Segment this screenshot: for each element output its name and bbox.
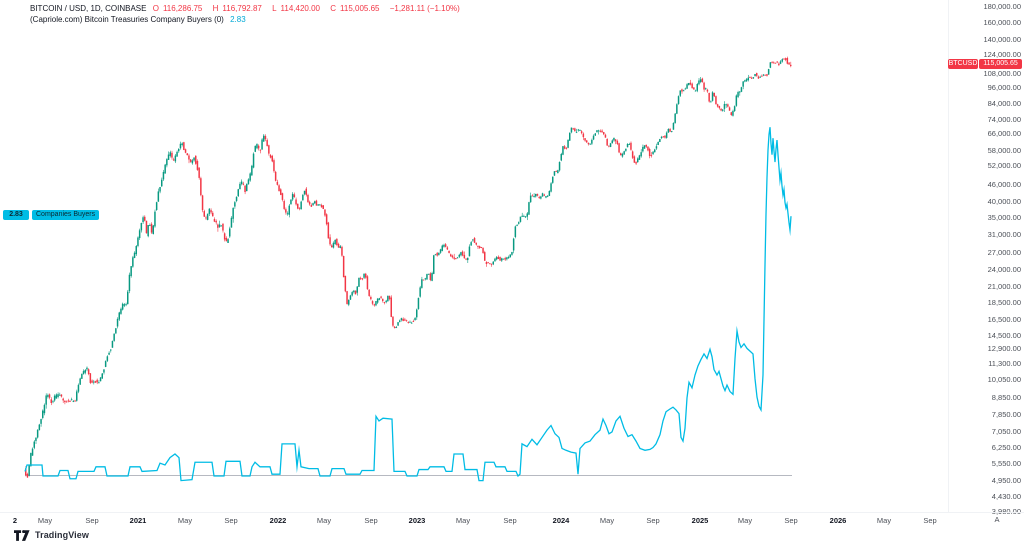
right-axis-tick-label: 35,000.00 bbox=[987, 213, 1021, 222]
change-value: −1,281.11 (−1.10%) bbox=[389, 4, 460, 13]
time-axis-tick-label: May bbox=[316, 516, 332, 525]
right-axis-tick-label: 16,500.00 bbox=[987, 315, 1021, 324]
right-axis-tick-label: 7,050.00 bbox=[991, 427, 1021, 436]
time-axis-tick-label: Sep bbox=[646, 516, 660, 525]
time-axis-tick-label: May bbox=[876, 516, 892, 525]
time-axis-tick-label: Sep bbox=[784, 516, 798, 525]
right-axis-tick-label: 140,000.00 bbox=[983, 35, 1021, 44]
right-axis-tick-label: 14,500.00 bbox=[987, 331, 1021, 340]
time-axis-tick-label: Sep bbox=[923, 516, 937, 525]
symbol-title: BITCOIN / USD, 1D, COINBASE bbox=[30, 4, 147, 13]
last-price-tag: 115,005.65 bbox=[979, 59, 1022, 69]
right-axis-tick-label: 46,000.00 bbox=[987, 180, 1021, 189]
right-axis-tick-label: 4,430.00 bbox=[991, 492, 1021, 501]
time-axis-tick-label: 2022 bbox=[269, 516, 287, 525]
indicator-name-tag: Companies Buyers bbox=[32, 210, 100, 220]
time-axis-tick-label: 2025 bbox=[691, 516, 709, 525]
time-axis-tick-label: May bbox=[737, 516, 753, 525]
footer-branding[interactable]: TradingView bbox=[14, 528, 89, 542]
time-axis-tick-label: 2 bbox=[12, 516, 18, 525]
right-axis-tick-label: 11,300.00 bbox=[988, 359, 1021, 368]
tradingview-logo-icon bbox=[14, 529, 30, 541]
time-axis-tick-label: May bbox=[37, 516, 53, 525]
right-axis-tick-label: 4,950.00 bbox=[991, 476, 1021, 485]
right-axis-tick-label: 40,000.00 bbox=[987, 197, 1021, 206]
right-axis-tick-label: 74,000.00 bbox=[987, 115, 1021, 124]
ohlc-low: L 114,420.00 bbox=[272, 4, 320, 13]
tradingview-brand-text: TradingView bbox=[35, 530, 89, 540]
right-axis-tick-label: 12,900.00 bbox=[987, 344, 1021, 353]
time-axis-tick-label: 2024 bbox=[552, 516, 570, 525]
ohlc-open: O 116,286.75 bbox=[152, 4, 203, 13]
right-axis-tick-label: 66,000.00 bbox=[987, 129, 1021, 138]
ohlc-high: H 116,792.87 bbox=[212, 4, 262, 13]
right-axis-tick-label: 18,500.00 bbox=[987, 298, 1021, 307]
right-axis-tick-label: 96,000.00 bbox=[987, 83, 1021, 92]
right-axis-tick-label: 31,000.00 bbox=[987, 230, 1021, 239]
right-axis-tick-label: 52,000.00 bbox=[987, 161, 1021, 170]
right-axis-tick-label: 10,050.00 bbox=[987, 375, 1021, 384]
right-axis-tick-label: 24,000.00 bbox=[987, 265, 1021, 274]
time-axis-tick-label: Sep bbox=[503, 516, 517, 525]
right-axis-tick-label: 7,850.00 bbox=[991, 410, 1021, 419]
indicator-value: 2.83 bbox=[230, 15, 246, 24]
time-axis-tick-label: 2023 bbox=[408, 516, 426, 525]
right-axis-tick-label: 160,000.00 bbox=[983, 18, 1021, 27]
left-price-scale[interactable]: 5.004.804.604.404.204.003.803.603.403.20… bbox=[0, 0, 32, 512]
right-axis-tick-label: 3,980.00 bbox=[991, 507, 1021, 516]
ohlc-close: C 115,005.65 bbox=[330, 4, 380, 13]
right-axis-tick-label: 21,000.00 bbox=[987, 282, 1021, 291]
timescale-corner-label[interactable]: A bbox=[994, 515, 1000, 524]
right-axis-tick-label: 5,550.00 bbox=[991, 459, 1021, 468]
time-axis-tick-label: Sep bbox=[364, 516, 378, 525]
time-axis-tick-label: Sep bbox=[85, 516, 99, 525]
time-axis-tick-label: 2021 bbox=[129, 516, 147, 525]
symbol-legend-row[interactable]: BITCOIN / USD, 1D, COINBASE O 116,286.75 … bbox=[30, 4, 464, 14]
indicator-title: (Capriole.com) Bitcoin Treasuries Compan… bbox=[30, 15, 224, 24]
time-axis-tick-label: 2026 bbox=[829, 516, 847, 525]
right-axis-tick-label: 6,250.00 bbox=[991, 443, 1021, 452]
right-axis-tick-label: 27,000.00 bbox=[987, 248, 1021, 257]
indicator-value-tag: 2.83 bbox=[3, 210, 29, 220]
right-axis-tick-label: 58,000.00 bbox=[987, 146, 1021, 155]
right-axis-tick-label: 108,000.00 bbox=[983, 69, 1021, 78]
time-axis-tick-label: May bbox=[177, 516, 193, 525]
symbol-name-tag: BTCUSD bbox=[948, 59, 978, 69]
right-axis-tick-label: 84,000.00 bbox=[987, 99, 1021, 108]
right-axis-tick-label: 124,000.00 bbox=[983, 50, 1021, 59]
right-axis-tick-label: 8,850.00 bbox=[991, 393, 1021, 402]
right-axis-tick-label: 180,000.00 bbox=[983, 2, 1021, 11]
time-axis-tick-label: May bbox=[455, 516, 471, 525]
indicator-legend-row[interactable]: (Capriole.com) Bitcoin Treasuries Compan… bbox=[30, 15, 250, 25]
right-price-scale[interactable]: 180,000.00 160,000.00 140,000.00 124,000.00… bbox=[948, 0, 1024, 516]
time-axis-tick-label: May bbox=[599, 516, 615, 525]
time-scale[interactable]: 2 May Sep 2021 May Sep 2022 May Sep 2023 May Sep 202… bbox=[0, 512, 1024, 530]
time-axis-tick-label: Sep bbox=[224, 516, 238, 525]
